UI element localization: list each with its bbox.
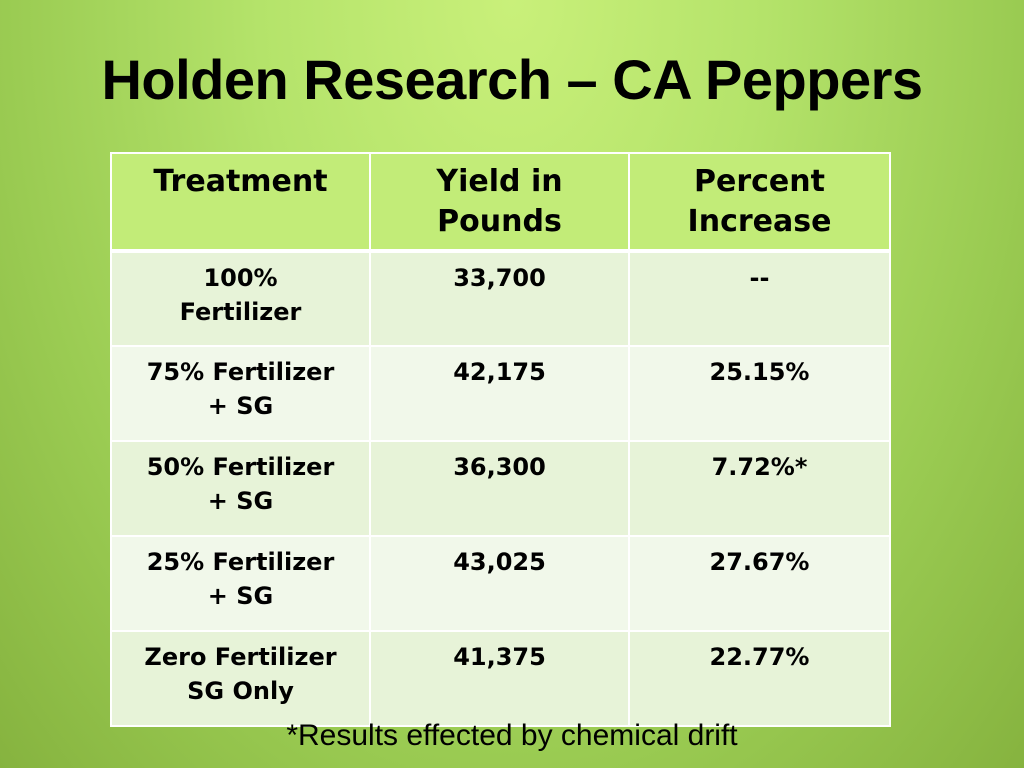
cell-treatment: 75% Fertilizer + SG bbox=[110, 345, 371, 442]
header-line: Pounds bbox=[437, 204, 562, 239]
cell-line: SG Only bbox=[187, 677, 294, 705]
cell-increase: 25.15% bbox=[628, 345, 891, 442]
cell-yield: 42,175 bbox=[369, 345, 630, 442]
table-row: Zero Fertilizer SG Only 41,375 22.77% bbox=[110, 630, 891, 727]
cell-increase: 22.77% bbox=[628, 630, 891, 727]
header-line: Yield in bbox=[436, 164, 563, 199]
header-yield: Yield in Pounds bbox=[369, 152, 630, 252]
results-table: Treatment Yield in Pounds Percent Increa… bbox=[110, 152, 891, 727]
slide-title: Holden Research – CA Peppers bbox=[101, 48, 923, 111]
header-line: Increase bbox=[687, 204, 832, 239]
cell-line: Fertilizer bbox=[179, 298, 302, 326]
cell-line: 75% Fertilizer bbox=[146, 358, 335, 386]
header-line: Percent bbox=[694, 164, 825, 199]
cell-line: 50% Fertilizer bbox=[146, 453, 335, 481]
cell-increase: -- bbox=[628, 250, 891, 347]
cell-line: + SG bbox=[207, 392, 274, 420]
cell-treatment: Zero Fertilizer SG Only bbox=[110, 630, 371, 727]
cell-line: 25% Fertilizer bbox=[146, 548, 335, 576]
footnote: *Results effected by chemical drift bbox=[286, 719, 738, 752]
cell-treatment: 50% Fertilizer + SG bbox=[110, 440, 371, 537]
cell-increase: 7.72%* bbox=[628, 440, 891, 537]
cell-line: 100% bbox=[203, 264, 278, 292]
cell-yield: 43,025 bbox=[369, 535, 630, 632]
cell-line: + SG bbox=[207, 487, 274, 515]
table-row: 75% Fertilizer + SG 42,175 25.15% bbox=[110, 345, 891, 442]
cell-yield: 33,700 bbox=[369, 250, 630, 347]
cell-yield: 36,300 bbox=[369, 440, 630, 537]
header-treatment: Treatment bbox=[110, 152, 371, 252]
cell-line: Zero Fertilizer bbox=[144, 643, 337, 671]
cell-increase: 27.67% bbox=[628, 535, 891, 632]
table-row: 100% Fertilizer 33,700 -- bbox=[110, 250, 891, 347]
header-line: Treatment bbox=[153, 164, 328, 199]
cell-yield: 41,375 bbox=[369, 630, 630, 727]
cell-treatment: 100% Fertilizer bbox=[110, 250, 371, 347]
table-row: 50% Fertilizer + SG 36,300 7.72%* bbox=[110, 440, 891, 537]
table-header-row: Treatment Yield in Pounds Percent Increa… bbox=[110, 152, 891, 252]
header-percent-increase: Percent Increase bbox=[628, 152, 891, 252]
cell-line: + SG bbox=[207, 582, 274, 610]
table-row: 25% Fertilizer + SG 43,025 27.67% bbox=[110, 535, 891, 632]
cell-treatment: 25% Fertilizer + SG bbox=[110, 535, 371, 632]
